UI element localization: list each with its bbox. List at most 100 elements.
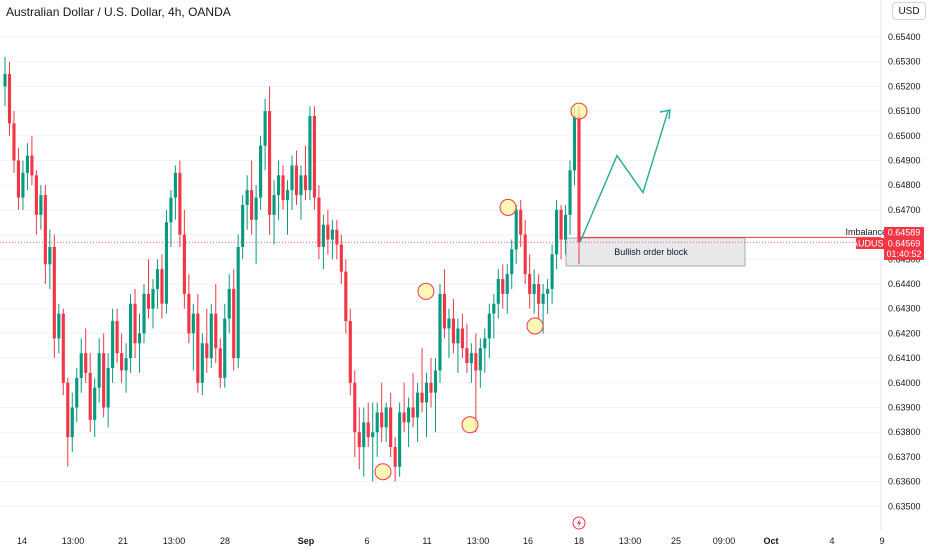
candle-body: [537, 284, 541, 304]
candle-body: [173, 172, 177, 198]
x-tick-label: 14: [17, 536, 27, 546]
y-tick-label: 0.63600: [888, 477, 921, 487]
x-tick-label: 21: [118, 536, 128, 546]
candle-body: [330, 229, 334, 240]
candle-body: [523, 234, 527, 275]
highlight-circle[interactable]: [374, 463, 392, 481]
candle-body: [285, 190, 290, 201]
highlight-circle[interactable]: [526, 317, 544, 335]
candle-body: [84, 353, 88, 373]
candle-body: [223, 318, 227, 378]
symbol-tag: [856, 238, 886, 249]
candle-body: [389, 407, 393, 448]
candle-body: [3, 74, 7, 87]
candle-body: [438, 293, 442, 371]
bullish-order-block[interactable]: Bullish order block: [565, 237, 746, 267]
candle-body: [124, 358, 128, 371]
candle-body: [371, 432, 375, 438]
candle-body: [528, 274, 532, 294]
candle-body: [451, 318, 456, 344]
y-tick-label: 0.63700: [888, 452, 921, 462]
candle-body: [501, 279, 505, 294]
candle-body: [375, 412, 379, 433]
y-tick-label: 0.63900: [888, 403, 921, 413]
candle-body: [268, 111, 272, 215]
candle-body: [344, 271, 348, 322]
candle-body: [353, 382, 357, 433]
candle-body: [227, 288, 231, 319]
candle-body: [43, 195, 47, 265]
lightning-icon[interactable]: [572, 516, 586, 530]
candle-body: [496, 279, 500, 304]
x-tick-label: 9: [879, 536, 884, 546]
highlight-circle[interactable]: [499, 198, 517, 216]
y-tick-label: 0.65100: [888, 106, 921, 116]
candle-body: [483, 338, 487, 349]
candle-body: [7, 74, 12, 124]
x-tick-label: 13:00: [619, 536, 642, 546]
candle-body: [510, 249, 514, 275]
candle-body: [111, 321, 115, 368]
highlight-circle[interactable]: [570, 102, 588, 120]
candle-body: [128, 303, 133, 359]
candle-body: [487, 313, 491, 339]
x-tick-label: Sep: [298, 536, 315, 546]
candle-body: [39, 195, 43, 215]
candle-body: [12, 123, 16, 161]
candle-body: [402, 412, 406, 423]
projection-arrowhead: [659, 109, 671, 120]
candle-body: [209, 313, 213, 359]
y-tick-label: 0.64800: [888, 180, 921, 190]
candle-body: [178, 172, 182, 235]
highlight-circle[interactable]: [461, 416, 479, 434]
candle-body: [398, 412, 402, 467]
currency-button[interactable]: USD: [892, 2, 926, 20]
order-block-label: Bullish order block: [614, 247, 688, 257]
x-tick-label: Oct: [763, 536, 778, 546]
candle-body: [115, 321, 119, 354]
order-block-rect[interactable]: [565, 237, 746, 267]
candle-body: [290, 165, 294, 191]
last-price-tag: [884, 238, 924, 260]
candle-body: [70, 407, 74, 438]
imbalance-price-tag: [884, 227, 924, 238]
candle-body: [120, 353, 124, 371]
highlight-circles: [374, 102, 588, 481]
projection-path[interactable]: [579, 110, 669, 243]
candle-body: [155, 269, 160, 289]
candle-body: [241, 204, 245, 247]
candle-body: [393, 447, 397, 467]
candle-body: [460, 328, 464, 349]
candle-body: [433, 370, 438, 393]
y-tick-label: 0.64400: [888, 279, 921, 289]
y-tick-label: 0.63500: [888, 501, 921, 511]
y-tick-label: 0.63800: [888, 427, 921, 437]
candle-body: [97, 353, 101, 388]
candle-body: [66, 382, 70, 438]
candle-body: [232, 288, 236, 359]
x-tick-label: 09:00: [713, 536, 736, 546]
candle-body: [236, 246, 240, 359]
candle-body: [133, 303, 137, 344]
candle-body: [187, 293, 191, 334]
candle-body: [465, 348, 469, 364]
y-tick-label: 0.65200: [888, 81, 921, 91]
candle-body: [25, 155, 29, 173]
candle-body: [214, 313, 218, 349]
level-lines: [0, 236, 881, 243]
x-tick-label: 4: [829, 536, 834, 546]
candle-body: [259, 145, 263, 198]
candle-body: [16, 160, 21, 198]
candle-body: [102, 353, 106, 408]
candle-body: [191, 313, 195, 334]
candle-body: [572, 116, 577, 171]
last-price-value: 0.64569: [888, 239, 921, 249]
highlight-circle[interactable]: [417, 282, 435, 300]
candle-body: [469, 353, 473, 364]
candle-body: [303, 175, 308, 191]
x-tick-label: 13:00: [163, 536, 186, 546]
candle-body: [294, 165, 299, 196]
x-tick-label: 13:00: [62, 536, 85, 546]
candle-body: [568, 170, 572, 215]
